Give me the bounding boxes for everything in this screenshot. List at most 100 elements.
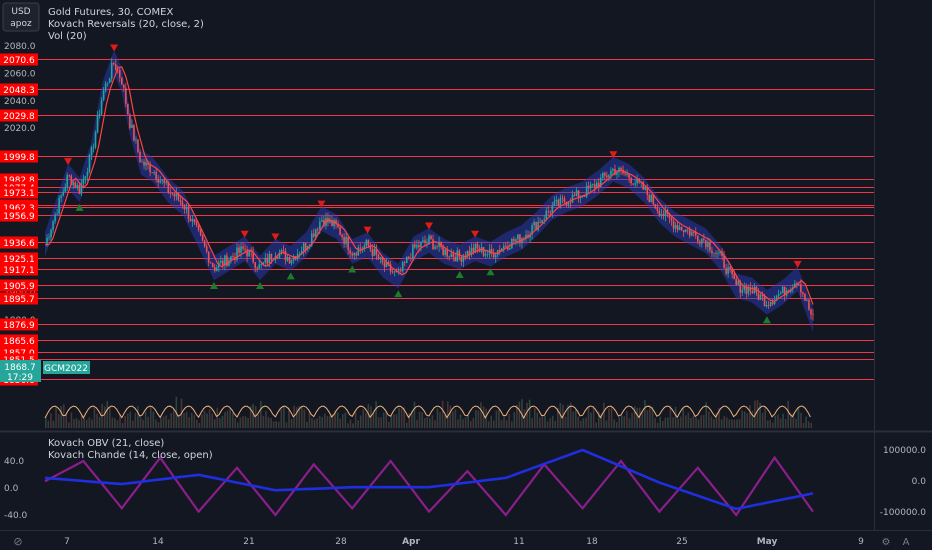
- indicator-legend-chande[interactable]: Kovach Chande (14, close, open): [48, 450, 213, 461]
- candle-body: [248, 250, 250, 257]
- price-level-label: 1973.1: [3, 189, 35, 199]
- volume-bar: [405, 422, 408, 428]
- volume-bar: [431, 415, 434, 428]
- candle-body: [258, 264, 261, 269]
- candle-body: [173, 193, 176, 197]
- volume-bar: [590, 412, 592, 428]
- buy-reversal-marker: [394, 290, 403, 298]
- candle-body: [555, 199, 558, 202]
- volume-bar: [713, 419, 715, 428]
- candle-body: [424, 240, 426, 243]
- price-level-badge: [0, 209, 38, 222]
- volume-bar: [170, 413, 173, 428]
- candle-body: [719, 251, 721, 253]
- candle-body: [403, 262, 406, 263]
- candle-body: [74, 182, 77, 189]
- candle-body: [416, 245, 418, 248]
- volume-bar: [493, 420, 495, 428]
- price-level-label: 2070.6: [3, 56, 35, 66]
- volume-bar: [577, 416, 580, 428]
- candle-body: [292, 255, 295, 261]
- indicator-legend-reversals[interactable]: Kovach Reversals (20, close, 2): [48, 19, 204, 30]
- volume-bar: [65, 414, 68, 428]
- volume-bar: [457, 419, 459, 428]
- volume-bar: [293, 405, 295, 428]
- volume-bar: [83, 418, 85, 428]
- volume-bar: [283, 406, 285, 428]
- volume-bar: [124, 416, 126, 428]
- volume-bar: [646, 410, 649, 428]
- buy-reversal-marker: [256, 281, 265, 289]
- time-axis-tick: 18: [586, 537, 598, 547]
- volume-bar: [592, 406, 595, 428]
- volume-bar: [557, 407, 559, 428]
- candle-body: [810, 309, 812, 315]
- volume-bar: [216, 407, 219, 428]
- volume-bar: [341, 414, 344, 428]
- candle-body: [106, 82, 109, 84]
- volume-bar: [188, 417, 190, 428]
- lower-left-axis-tick: -40.0: [4, 511, 28, 521]
- auto-scale-button[interactable]: A: [903, 537, 910, 548]
- volume-bar: [111, 417, 114, 428]
- sell-reversal-marker: [240, 230, 249, 238]
- volume-bar: [75, 418, 78, 428]
- current-price-value: 1868.7: [4, 363, 36, 373]
- volume-bar: [165, 415, 167, 428]
- volume-bar: [554, 420, 557, 428]
- volume-bar: [626, 411, 628, 428]
- volume-bar: [587, 406, 590, 428]
- candle-body: [434, 246, 436, 249]
- go-to-date-icon[interactable]: ⊘: [13, 535, 22, 548]
- volume-bar: [98, 416, 101, 428]
- timezone-icon[interactable]: ⚙: [882, 537, 891, 548]
- volume-bar: [454, 409, 457, 428]
- chande-line: [44, 455, 814, 517]
- candle-body: [213, 267, 216, 271]
- candle-body: [353, 253, 356, 256]
- volume-bar: [249, 405, 252, 428]
- volume-bar: [695, 417, 697, 428]
- candle-body: [266, 257, 269, 264]
- candle-body: [604, 172, 606, 176]
- volume-bar: [262, 415, 265, 428]
- candle-body: [798, 284, 800, 286]
- chart-title[interactable]: Gold Futures, 30, COMEX: [48, 7, 173, 18]
- candle-body: [577, 190, 580, 199]
- candle-body: [195, 222, 198, 226]
- candle-body: [781, 286, 784, 294]
- candle-body: [335, 220, 337, 224]
- candle-body: [686, 229, 689, 231]
- volume-bar: [132, 420, 134, 428]
- currency-selector[interactable]: [2, 2, 40, 32]
- candle-body: [220, 260, 222, 263]
- volume-bar: [47, 420, 50, 428]
- volume-bar: [544, 415, 546, 428]
- volume-bar: [679, 416, 682, 428]
- volume-bar: [467, 415, 469, 428]
- volume-bar: [623, 416, 626, 428]
- price-level-label: 1917.1: [3, 266, 35, 276]
- volume-bar: [70, 412, 73, 428]
- candle-body: [741, 289, 744, 293]
- current-price-badge: [0, 360, 41, 382]
- candle-body: [228, 260, 230, 266]
- volume-bar: [749, 405, 751, 428]
- sell-reversal-marker: [793, 260, 802, 268]
- volume-bar: [469, 421, 472, 428]
- candle-body: [670, 218, 673, 221]
- volume-bar: [736, 419, 738, 428]
- candle-body: [50, 229, 52, 238]
- volume-bar: [403, 407, 405, 428]
- indicator-legend-obv[interactable]: Kovach OBV (21, close): [48, 438, 164, 449]
- indicator-legend-volume[interactable]: Vol (20): [48, 31, 87, 42]
- candle-body: [436, 246, 438, 248]
- lower-right-axis-tick: 0.0: [912, 477, 927, 487]
- volume-bar: [464, 417, 467, 428]
- candle-body: [703, 238, 705, 241]
- volume-bar: [311, 418, 313, 428]
- volume-bar: [477, 410, 480, 428]
- volume-bar: [421, 412, 423, 428]
- candle-body: [177, 193, 180, 200]
